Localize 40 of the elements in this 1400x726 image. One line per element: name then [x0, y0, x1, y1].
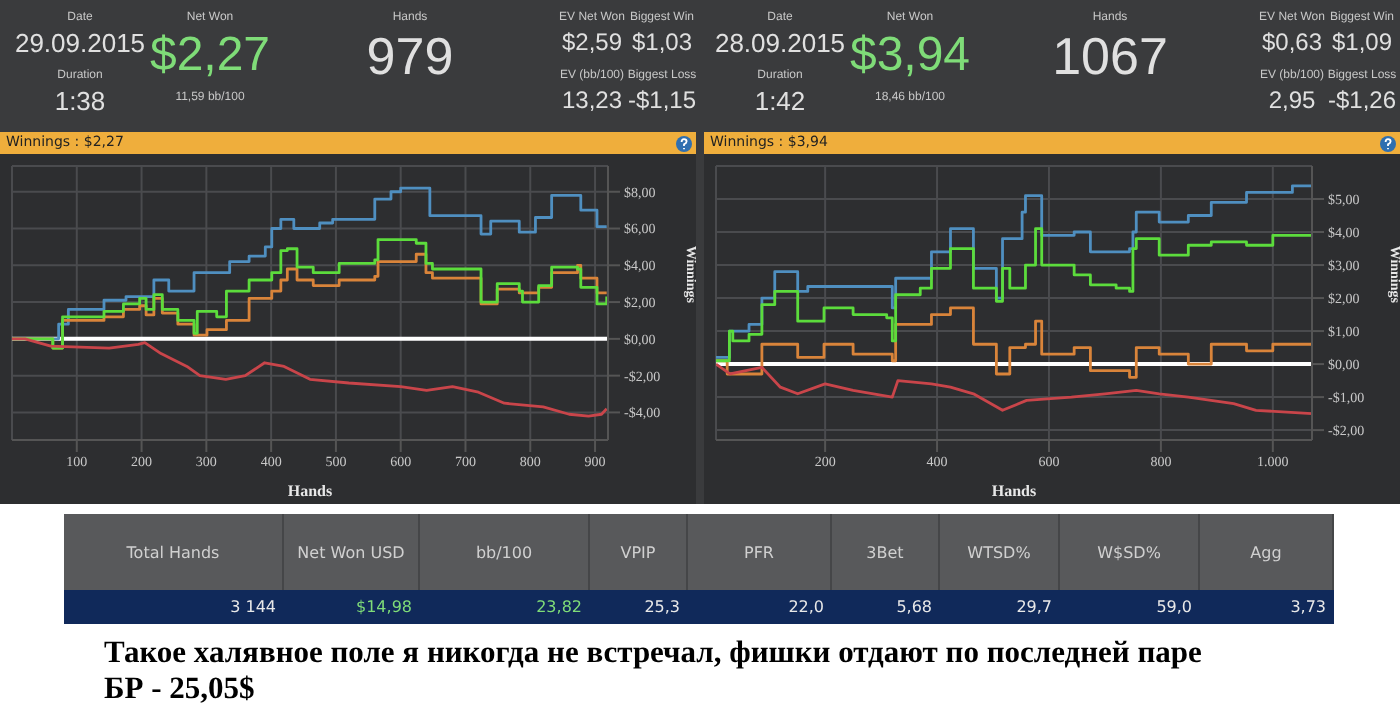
text: W$SD%	[1060, 514, 1200, 590]
text: 1067	[1052, 26, 1168, 86]
text: 25,3	[642, 596, 682, 620]
text: 5,68	[894, 596, 934, 620]
x-axis-title: Hands	[991, 482, 1037, 500]
text: 3,73	[1288, 596, 1328, 620]
line-series	[12, 337, 608, 418]
text: $14,98	[354, 596, 414, 620]
text: 23,82	[534, 596, 584, 620]
text: -$1,15	[627, 86, 697, 115]
text: 29,7	[1014, 596, 1054, 620]
text: $2,59	[561, 28, 623, 57]
line-series	[716, 362, 1312, 415]
text: $1,09	[1331, 28, 1393, 57]
text: $3,94	[849, 28, 971, 83]
text: 1:38	[54, 86, 106, 117]
text: 2,95	[1268, 86, 1316, 115]
text: 3 144	[228, 596, 278, 620]
text: 979	[366, 26, 454, 86]
text: $1,03	[631, 28, 693, 57]
text: 22,0	[786, 596, 826, 620]
text: $2,27	[149, 28, 271, 83]
text: PFR	[688, 514, 832, 590]
text: Net Won USD	[284, 514, 420, 590]
text: bb/100	[420, 514, 590, 590]
text: 28.09.2015	[714, 28, 846, 59]
x-axis-title: Hands	[287, 482, 333, 500]
text: Agg	[1200, 514, 1334, 590]
text: WTSD%	[940, 514, 1060, 590]
text: Такое халявное поле я никогда не встречал, фишки отдают по последней паре	[104, 636, 1204, 672]
text: 3Bet	[832, 514, 940, 590]
text: Total Hands	[64, 514, 284, 590]
text: 29.09.2015	[14, 28, 146, 59]
text: 59,0	[1154, 596, 1194, 620]
text: VPIP	[590, 514, 688, 590]
text: 1:42	[754, 86, 806, 117]
text: БР - 25,05$	[104, 672, 257, 708]
text: $0,63	[1261, 28, 1323, 57]
text: 13,23	[561, 86, 623, 115]
text: -$1,26	[1327, 86, 1397, 115]
